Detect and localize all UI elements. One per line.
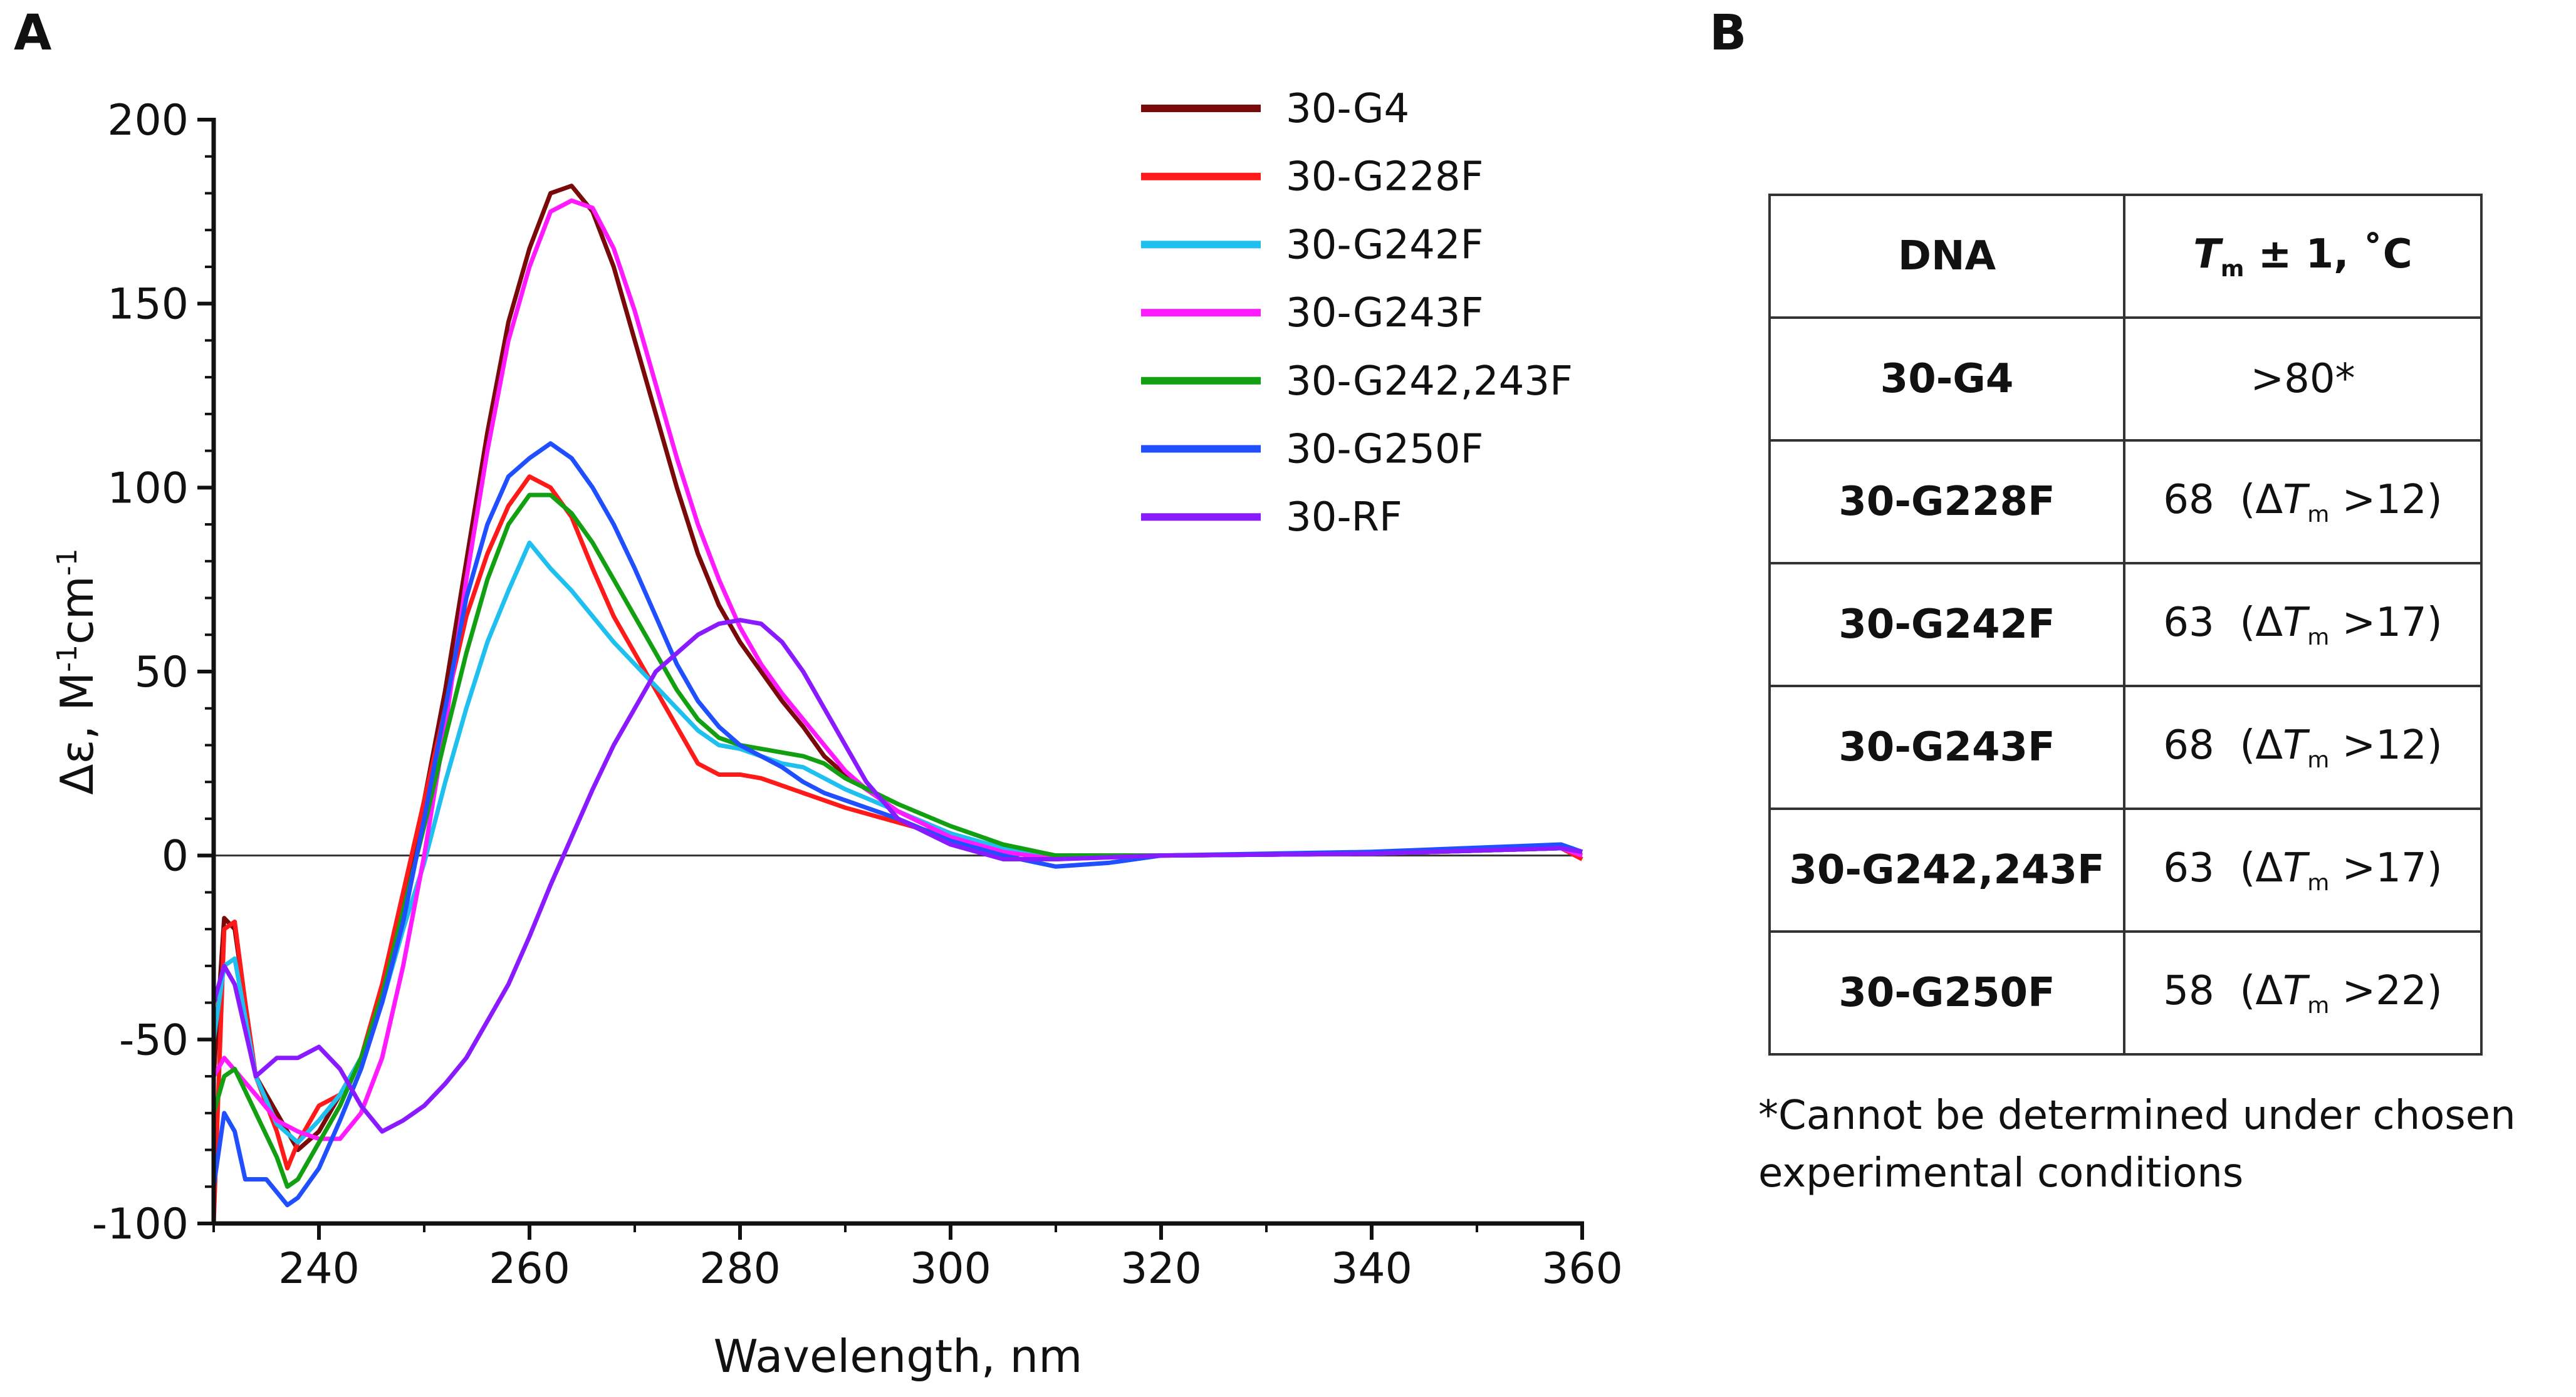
header-tm-t: T [2193,231,2221,278]
dna-cell: 30-G242F [1768,562,2125,687]
y-tick-label: -50 [119,1015,189,1065]
x-axis-label: Wavelength, nm [714,1330,1083,1383]
dna-cell: 30-G242,243F [1768,808,2125,933]
x-tick-label: 260 [489,1244,570,1294]
y-tick-label: 150 [107,280,189,330]
y-axis-label: Δε, M-1cm-1 [51,548,103,795]
y-axis-label-part: -1 [51,645,83,672]
header-tm: Tm ± 1, ˚C [2123,194,2483,319]
legend-label: 30-G243F [1286,290,1483,336]
delta-sub: m [2307,501,2330,527]
delta-sub: m [2307,992,2330,1019]
legend-label: 30-G250F [1286,427,1483,473]
table-row: 30-G242,243F 63 (ΔTm >17) [1768,808,2483,933]
table-header-row: DNA Tm ± 1, ˚C [1768,194,2483,319]
x-tick-label: 280 [699,1244,781,1294]
delta-t: T [2283,844,2308,891]
cd-spectrum-chart: 30-G4 30-G228F 30-G242F 30-G243F 30-G242,243… [51,86,1623,1383]
table-row: 30-G4 >80* [1768,316,2483,442]
legend-label: 30-G228F [1286,154,1483,200]
series-line-30-RF [211,618,1583,1134]
delta-open: (Δ [2240,722,2283,769]
dna-cell: 30-G250F [1768,930,2125,1056]
y-tick-label: 0 [162,832,189,881]
table-row: 30-G250F 58 (ΔTm >22) [1768,930,2483,1056]
tm-cell: 63 (ΔTm >17) [2123,562,2483,687]
delta-t: T [2283,967,2308,1014]
legend-label: 30-RF [1286,494,1402,541]
series-line-30-G250F [211,441,1583,1208]
delta-t: T [2283,599,2308,646]
tm-value: >80* [2250,356,2355,402]
delta-t: T [2283,476,2308,523]
panel-b-label: B [1709,5,1747,61]
delta-tm-value: >22) [2342,967,2443,1014]
table-row: 30-G228F 68 (ΔTm >12) [1768,439,2483,564]
delta-open: (Δ [2240,599,2283,646]
tm-value: 63 [2163,599,2214,646]
x-tick-label: 320 [1120,1244,1202,1294]
dna-cell: 30-G228F [1768,439,2125,564]
delta-open: (Δ [2240,844,2283,891]
y-axis-label-part: Δε, M [51,672,103,795]
tm-cell: 68 (ΔTm >12) [2123,685,2483,810]
x-tick-label: 360 [1541,1244,1623,1294]
series-line-30-G243F [211,198,1583,1141]
delta-tm-value: >17) [2342,599,2443,646]
melting-temperature-table: DNA Tm ± 1, ˚C 30-G4 >80* 30-G228F 68 (ΔTm … [1768,194,2483,1056]
tm-value: 63 [2163,844,2214,891]
tm-cell: 68 (ΔTm >12) [2123,439,2483,564]
y-axis-label-part: -1 [51,548,83,576]
table-footnote: *Cannot be determined under chosen exper… [1758,1093,2516,1197]
series-line-30-G242,243F [211,492,1583,1189]
y-tick-label: 100 [107,464,189,513]
tm-value: 58 [2163,967,2214,1014]
delta-tm-value: >12) [2342,476,2443,523]
tm-value: 68 [2163,722,2214,769]
legend-label: 30-G242,243F [1286,358,1573,405]
delta-tm-value: >17) [2342,844,2443,891]
tm-cell: 63 (ΔTm >17) [2123,808,2483,933]
dna-cell: 30-G4 [1768,316,2125,442]
y-tick-label: 200 [107,96,189,145]
tm-cell: >80* [2123,316,2483,442]
y-axis-label-part: cm [51,576,103,645]
table-row: 30-G243F 68 (ΔTm >12) [1768,685,2483,810]
dna-cell: 30-G243F [1768,685,2125,810]
x-tick-label: 240 [278,1244,360,1294]
delta-tm-value: >12) [2342,722,2443,769]
y-tick-label: -100 [92,1200,189,1249]
delta-t: T [2283,722,2308,769]
tm-cell: 58 (ΔTm >22) [2123,930,2483,1056]
header-tm-sub: m [2220,256,2245,282]
header-dna: DNA [1768,194,2125,319]
delta-sub: m [2307,747,2330,773]
delta-open: (Δ [2240,967,2283,1014]
delta-sub: m [2307,870,2330,896]
legend-label: 30-G242F [1286,222,1483,268]
panel-a-label: A [14,5,52,61]
x-tick-label: 340 [1331,1244,1412,1294]
legend-label: 30-G4 [1286,86,1409,132]
delta-sub: m [2307,624,2330,650]
delta-open: (Δ [2240,476,2283,523]
tm-value: 68 [2163,476,2214,523]
x-tick-label: 300 [910,1244,991,1294]
table-row: 30-G242F 63 (ΔTm >17) [1768,562,2483,687]
y-tick-label: 50 [134,648,189,697]
header-tm-rest: ± 1, ˚C [2244,231,2412,278]
